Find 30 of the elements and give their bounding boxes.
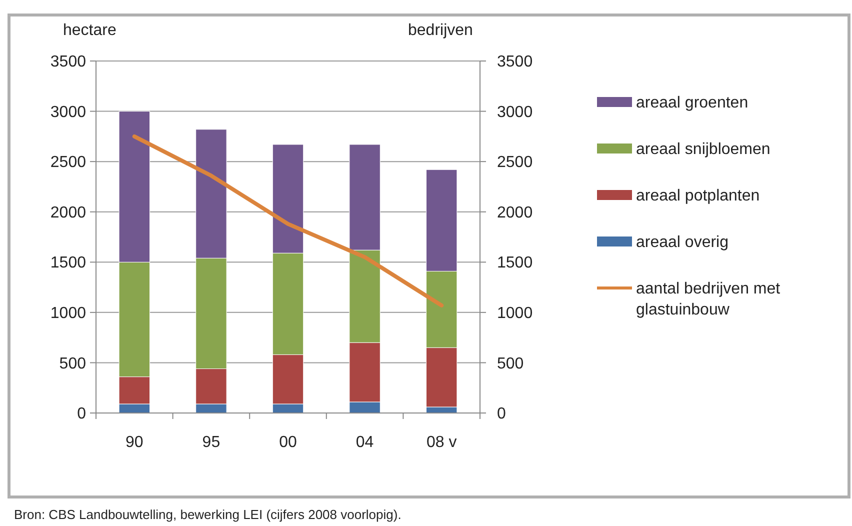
x-tick-label: 95 (202, 434, 220, 451)
y-tick-label: 3500 (50, 54, 86, 71)
text: Bron: CBS Landbouwtelling, bewerking LEI (cijfers 2008 voorlopig). (14, 507, 402, 522)
legend-label: aantal bedrijven met glastuinbouw (636, 280, 781, 318)
y2-tick-label: 3000 (497, 104, 533, 121)
y2-tick-label: 2000 (497, 204, 533, 222)
y2-tick-label: 2500 (497, 154, 533, 172)
line-series (132, 134, 444, 308)
y-tick-label: 2000 (50, 204, 86, 222)
y-tick-label: 3000 (50, 104, 86, 121)
y-tick-label: 0 (77, 406, 86, 423)
y2-tick-label: 500 (497, 355, 524, 372)
legend-label: areaal potplanten (636, 188, 760, 205)
y-tick-label: 500 (59, 355, 86, 372)
y2-tick-label: 3500 (497, 54, 533, 71)
y2-tick-label: 1000 (497, 305, 533, 322)
y2-tick-label: 0 (497, 406, 506, 423)
x-tick-label: 08 v (426, 434, 457, 451)
y-axis-title: hectare (63, 22, 116, 39)
x-tick-label: 04 (356, 434, 374, 451)
y-tick-label: 2500 (50, 154, 86, 172)
legend-label: areaal groenten (636, 94, 748, 112)
y2-axis-title: bedrijven (408, 22, 473, 39)
x-tick-label: 90 (126, 434, 144, 451)
y-tick-label: 1000 (50, 305, 86, 322)
y2-tick-label: 1500 (497, 254, 533, 272)
x-tick-label: 00 (279, 434, 297, 451)
y-tick-label: 1500 (50, 254, 86, 272)
legend-label: areaal snijbloemen (636, 141, 770, 158)
legend-label: areaal overig (636, 234, 728, 252)
